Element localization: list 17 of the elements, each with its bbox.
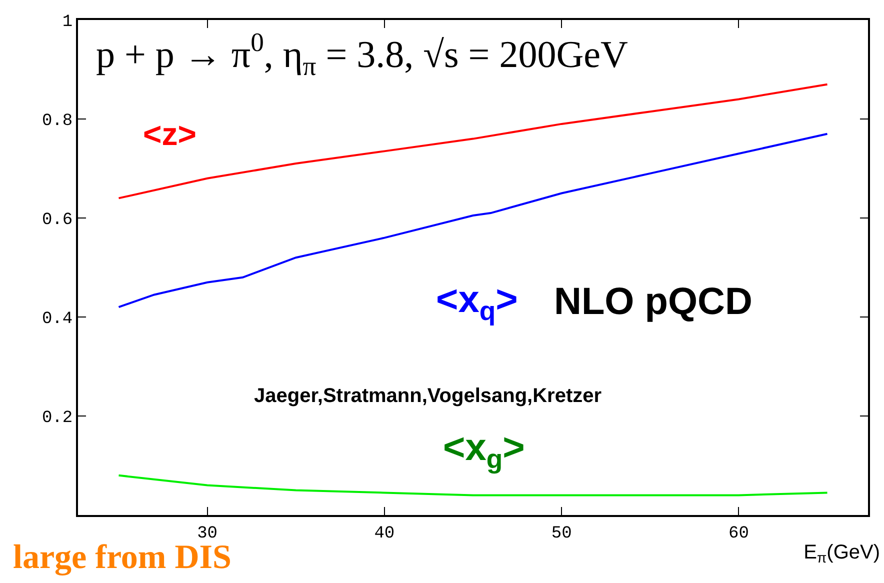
y-tick-label: 1 bbox=[62, 12, 73, 32]
y-tick-label: 0.8 bbox=[42, 112, 73, 131]
annotation: NLO pQCD bbox=[554, 281, 752, 323]
chart-title: p + p → π$^{0}$, η$_{π}$ = 3.8, √s = 200GeV bbox=[96, 27, 629, 81]
x-tick-label: 40 bbox=[374, 524, 395, 544]
line-series bbox=[118, 83, 828, 200]
x-axis-title: E$_{π}$(GeV) bbox=[804, 541, 880, 566]
series-label: <x$_{q}$> bbox=[436, 279, 518, 326]
y-tick-label: 0.4 bbox=[42, 310, 73, 329]
x-tick-label: 50 bbox=[551, 524, 572, 544]
x-tick-label: 60 bbox=[728, 524, 749, 544]
line-series bbox=[118, 474, 828, 496]
series-label: <x$_{g}$> bbox=[443, 427, 525, 474]
annotation: Jaeger,Stratmann,Vogelsang,Kretzer bbox=[254, 385, 602, 407]
y-tick-label: 0.2 bbox=[42, 408, 73, 428]
series-label: <z> bbox=[143, 116, 196, 152]
y-tick-label: 0.6 bbox=[42, 210, 73, 230]
